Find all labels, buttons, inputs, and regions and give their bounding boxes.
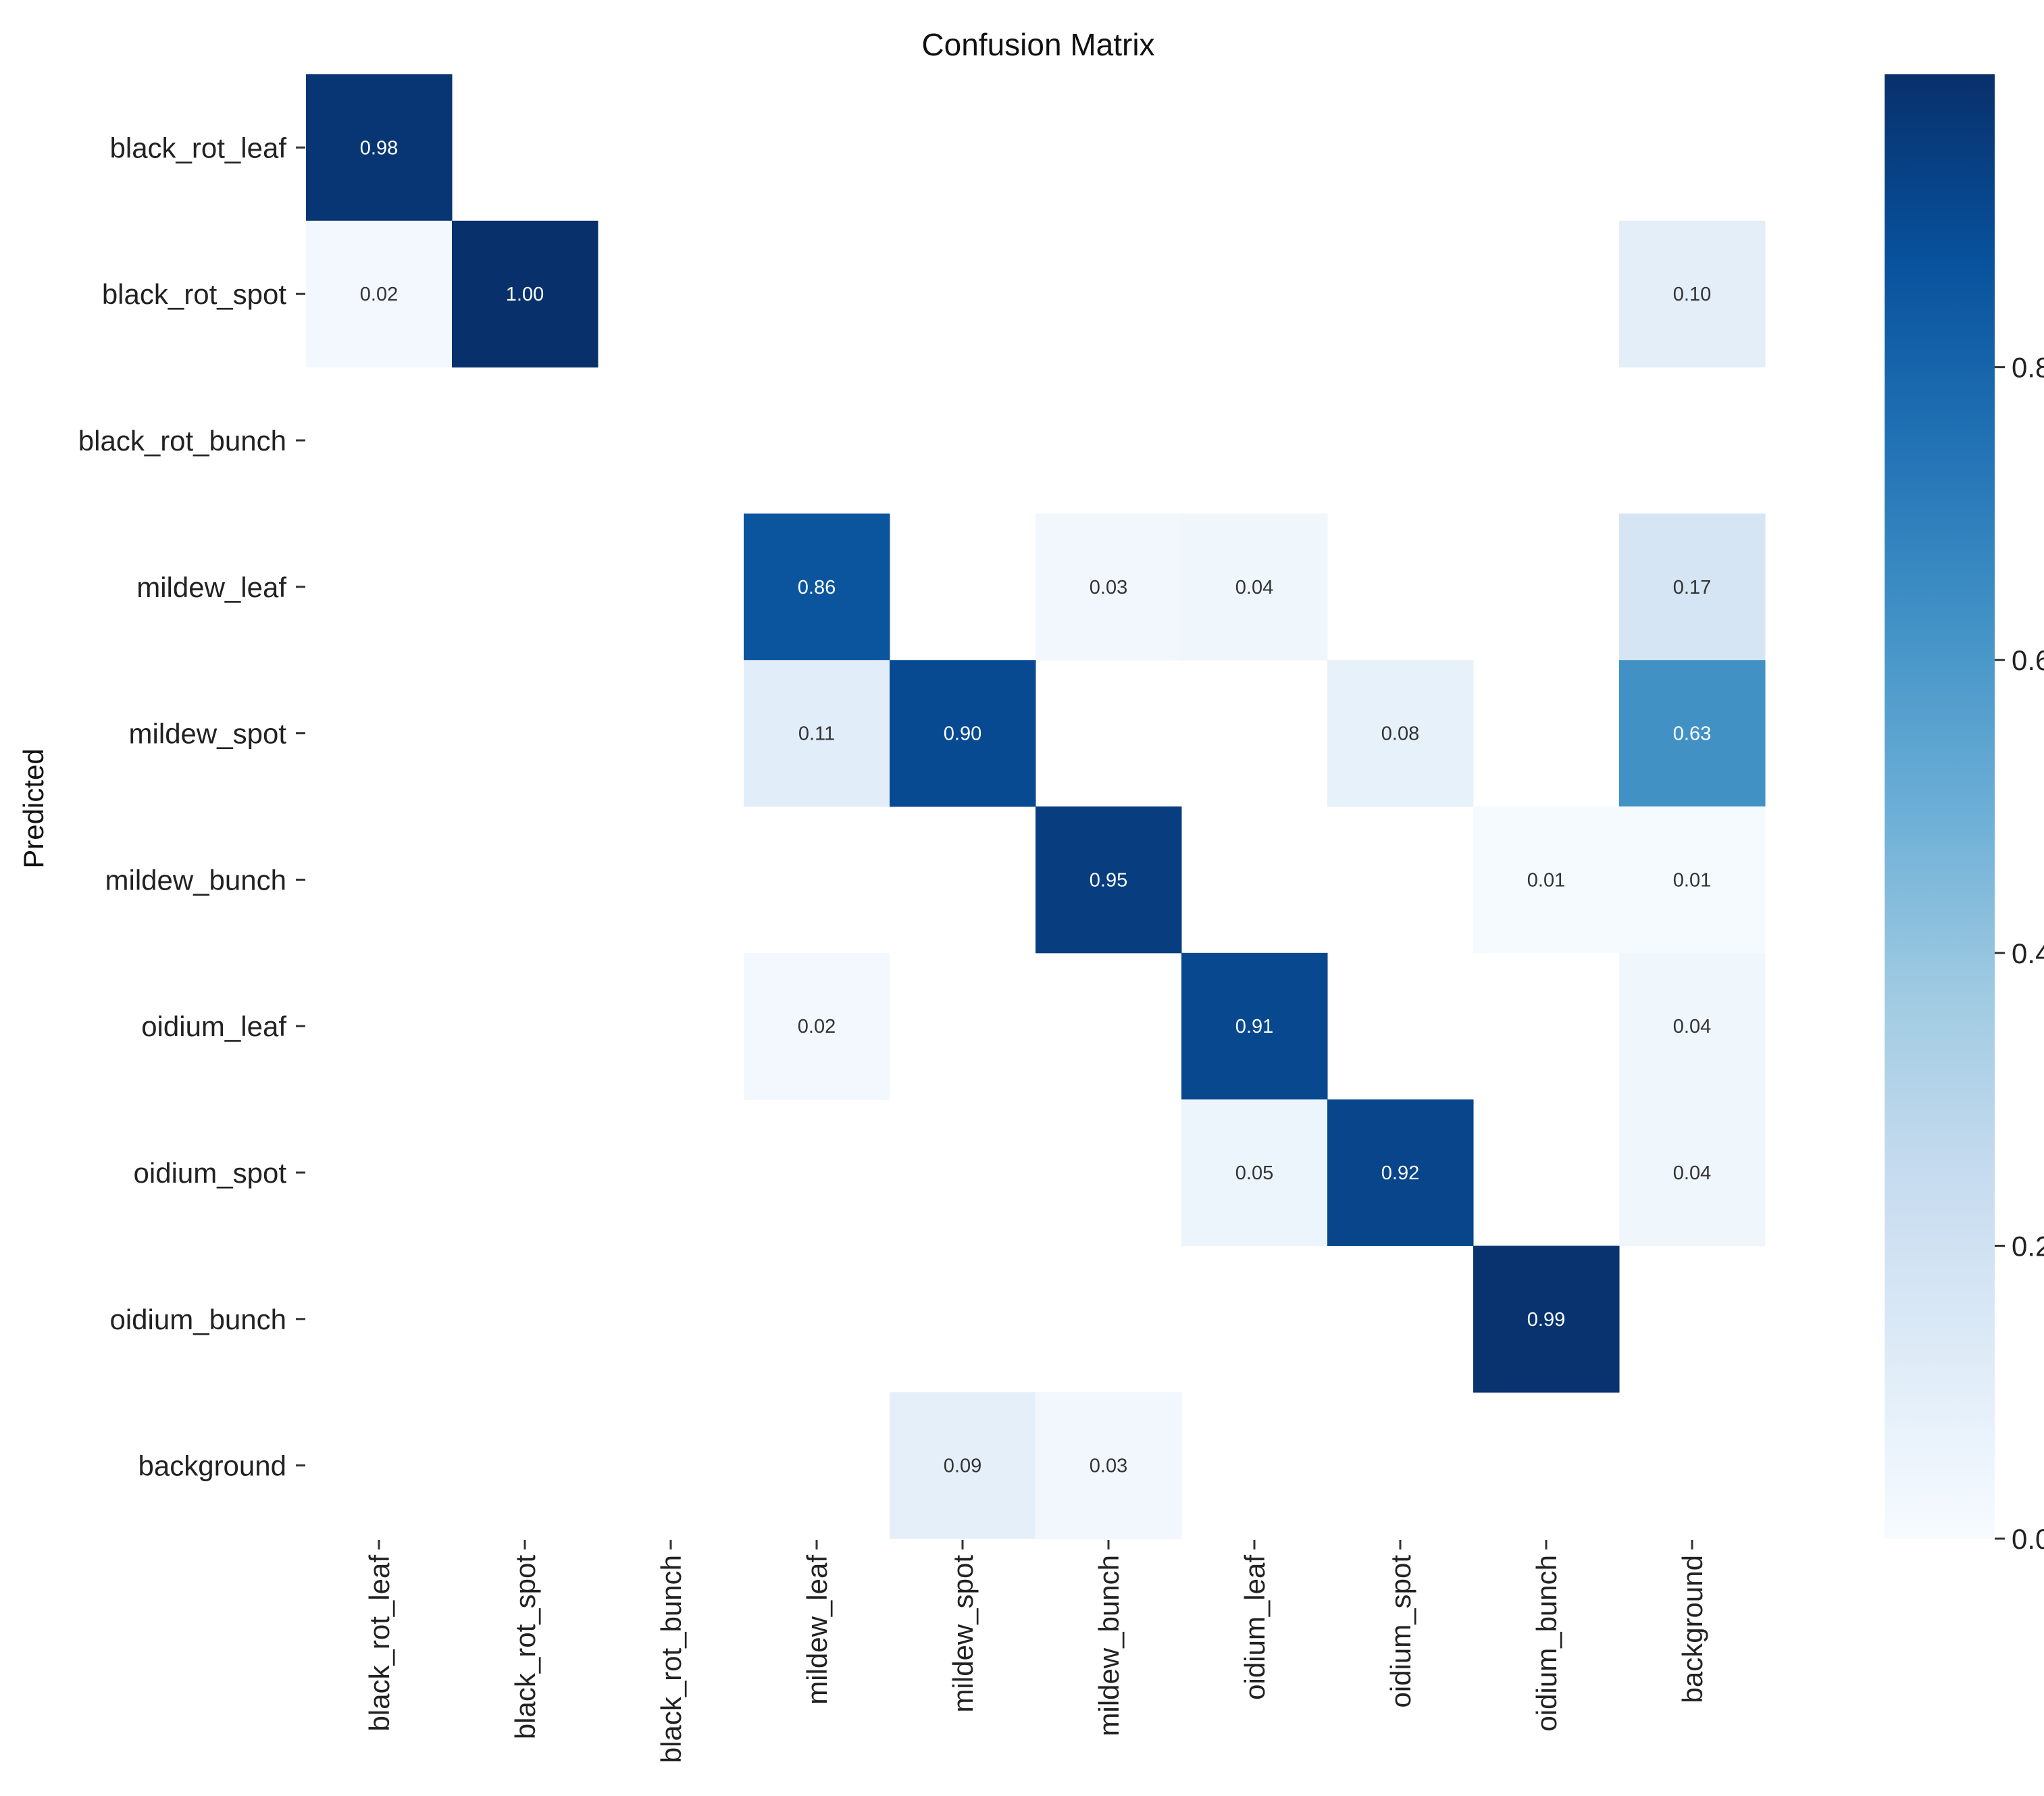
x-tick-label: oidium_bunch: [1531, 1555, 1562, 1732]
x-tick-label: oidium_leaf: [1239, 1555, 1271, 1700]
y-tick-label: black_rot_leaf: [110, 132, 287, 163]
heatmap-cell: [1181, 513, 1328, 661]
cell-value-label: 0.04: [1673, 1016, 1711, 1037]
y-tick-label: oidium_spot: [134, 1157, 287, 1189]
cell-value-label: 0.90: [944, 723, 981, 745]
y-tick-label: black_rot_bunch: [78, 425, 286, 457]
x-axis-ticks: black_rot_leaf black_rot_spot black_rot_bu…: [363, 1540, 1708, 1763]
heatmap-cells: 0.98 0.02 1.00 0.10 0.86 0.03 0.04 0.17 0.11 0.90…: [306, 74, 1766, 1539]
x-tick-label: black_rot_bunch: [655, 1555, 687, 1763]
heatmap-cell: [744, 513, 890, 661]
y-tick-label: background: [138, 1450, 287, 1482]
heatmap-cell: [1327, 1099, 1474, 1246]
x-tick-label: background: [1677, 1555, 1708, 1703]
cell-value-label: 0.99: [1527, 1309, 1565, 1331]
cell-value-label: 0.01: [1527, 869, 1565, 891]
x-tick-label: black_rot_leaf: [363, 1555, 395, 1732]
cell-value-label: 0.03: [1090, 1456, 1127, 1477]
heatmap-cell: [1619, 513, 1766, 661]
heatmap-cell: [306, 220, 453, 368]
x-tick-label: oidium_spot: [1385, 1555, 1416, 1708]
cell-value-label: 0.08: [1381, 723, 1419, 745]
y-tick-label: mildew_leaf: [136, 571, 286, 603]
y-axis-ticks: black_rot_leaf black_rot_spot black_rot_bu…: [78, 132, 305, 1482]
colorbar-ticks: 0.0 0.2 0.4 0.6 0.8: [1995, 352, 2044, 1555]
cell-value-label: 0.01: [1673, 869, 1711, 891]
heatmap-cell: [1036, 1392, 1182, 1539]
heatmap-cell: [452, 220, 598, 368]
cell-value-label: 0.09: [944, 1456, 981, 1477]
colorbar-tick-label: 0.6: [2012, 644, 2044, 676]
cell-value-label: 0.63: [1673, 723, 1711, 745]
cell-value-label: 0.17: [1673, 577, 1711, 598]
heatmap-cell: [1619, 1099, 1766, 1246]
colorbar-tick-label: 0.4: [2012, 938, 2044, 969]
cell-value-label: 0.95: [1090, 869, 1127, 891]
cell-value-label: 0.86: [798, 577, 836, 598]
heatmap-cell: [1036, 806, 1182, 954]
heatmap-cell: [1327, 660, 1474, 807]
y-tick-label: mildew_bunch: [105, 864, 287, 896]
cell-value-label: 0.04: [1673, 1162, 1711, 1184]
cell-value-label: 0.02: [360, 284, 398, 305]
y-tick-label: black_rot_spot: [102, 278, 286, 310]
x-tick-label: mildew_bunch: [1093, 1555, 1125, 1737]
heatmap-cell: [1619, 220, 1766, 368]
heatmap-cell: [890, 1392, 1036, 1539]
cell-value-label: 0.10: [1673, 284, 1711, 305]
x-tick-label: mildew_spot: [947, 1555, 979, 1713]
colorbar-tick-label: 0.8: [2012, 352, 2044, 384]
heatmap-cell: [1473, 806, 1620, 954]
x-tick-label: black_rot_spot: [509, 1555, 541, 1739]
cell-value-label: 0.92: [1381, 1162, 1419, 1184]
heatmap-cell: [1036, 513, 1182, 661]
heatmap-cell: [744, 660, 890, 807]
y-tick-label: mildew_spot: [129, 718, 287, 750]
heatmap-cell: [1619, 806, 1766, 954]
cell-value-label: 1.00: [506, 284, 544, 305]
cell-value-label: 0.91: [1235, 1016, 1273, 1037]
cell-value-label: 0.02: [798, 1016, 836, 1037]
cell-value-label: 0.03: [1090, 577, 1127, 598]
cell-value-label: 0.98: [360, 137, 398, 159]
colorbar: [1885, 74, 1995, 1539]
heatmap-cell: [1619, 952, 1766, 1100]
heatmap-cell: [744, 952, 890, 1100]
colorbar-tick-label: 0.0: [2012, 1523, 2044, 1555]
chart-title: Confusion Matrix: [921, 27, 1154, 62]
cell-value-label: 0.11: [798, 723, 835, 745]
heatmap-cell: [1473, 1246, 1620, 1393]
heatmap-cell: [890, 660, 1036, 807]
heatmap-cell: [306, 74, 453, 222]
y-tick-label: oidium_bunch: [109, 1304, 286, 1335]
heatmap-cell: [1181, 1099, 1328, 1246]
y-tick-label: oidium_leaf: [141, 1010, 286, 1042]
y-axis-label: Predicted: [18, 748, 49, 868]
x-tick-label: mildew_leaf: [801, 1555, 833, 1705]
cell-value-label: 0.05: [1235, 1162, 1273, 1184]
cell-value-label: 0.04: [1235, 577, 1273, 598]
colorbar-tick-label: 0.2: [2012, 1230, 2044, 1262]
heatmap-cell: [1619, 660, 1766, 807]
heatmap-cell: [1181, 952, 1328, 1100]
